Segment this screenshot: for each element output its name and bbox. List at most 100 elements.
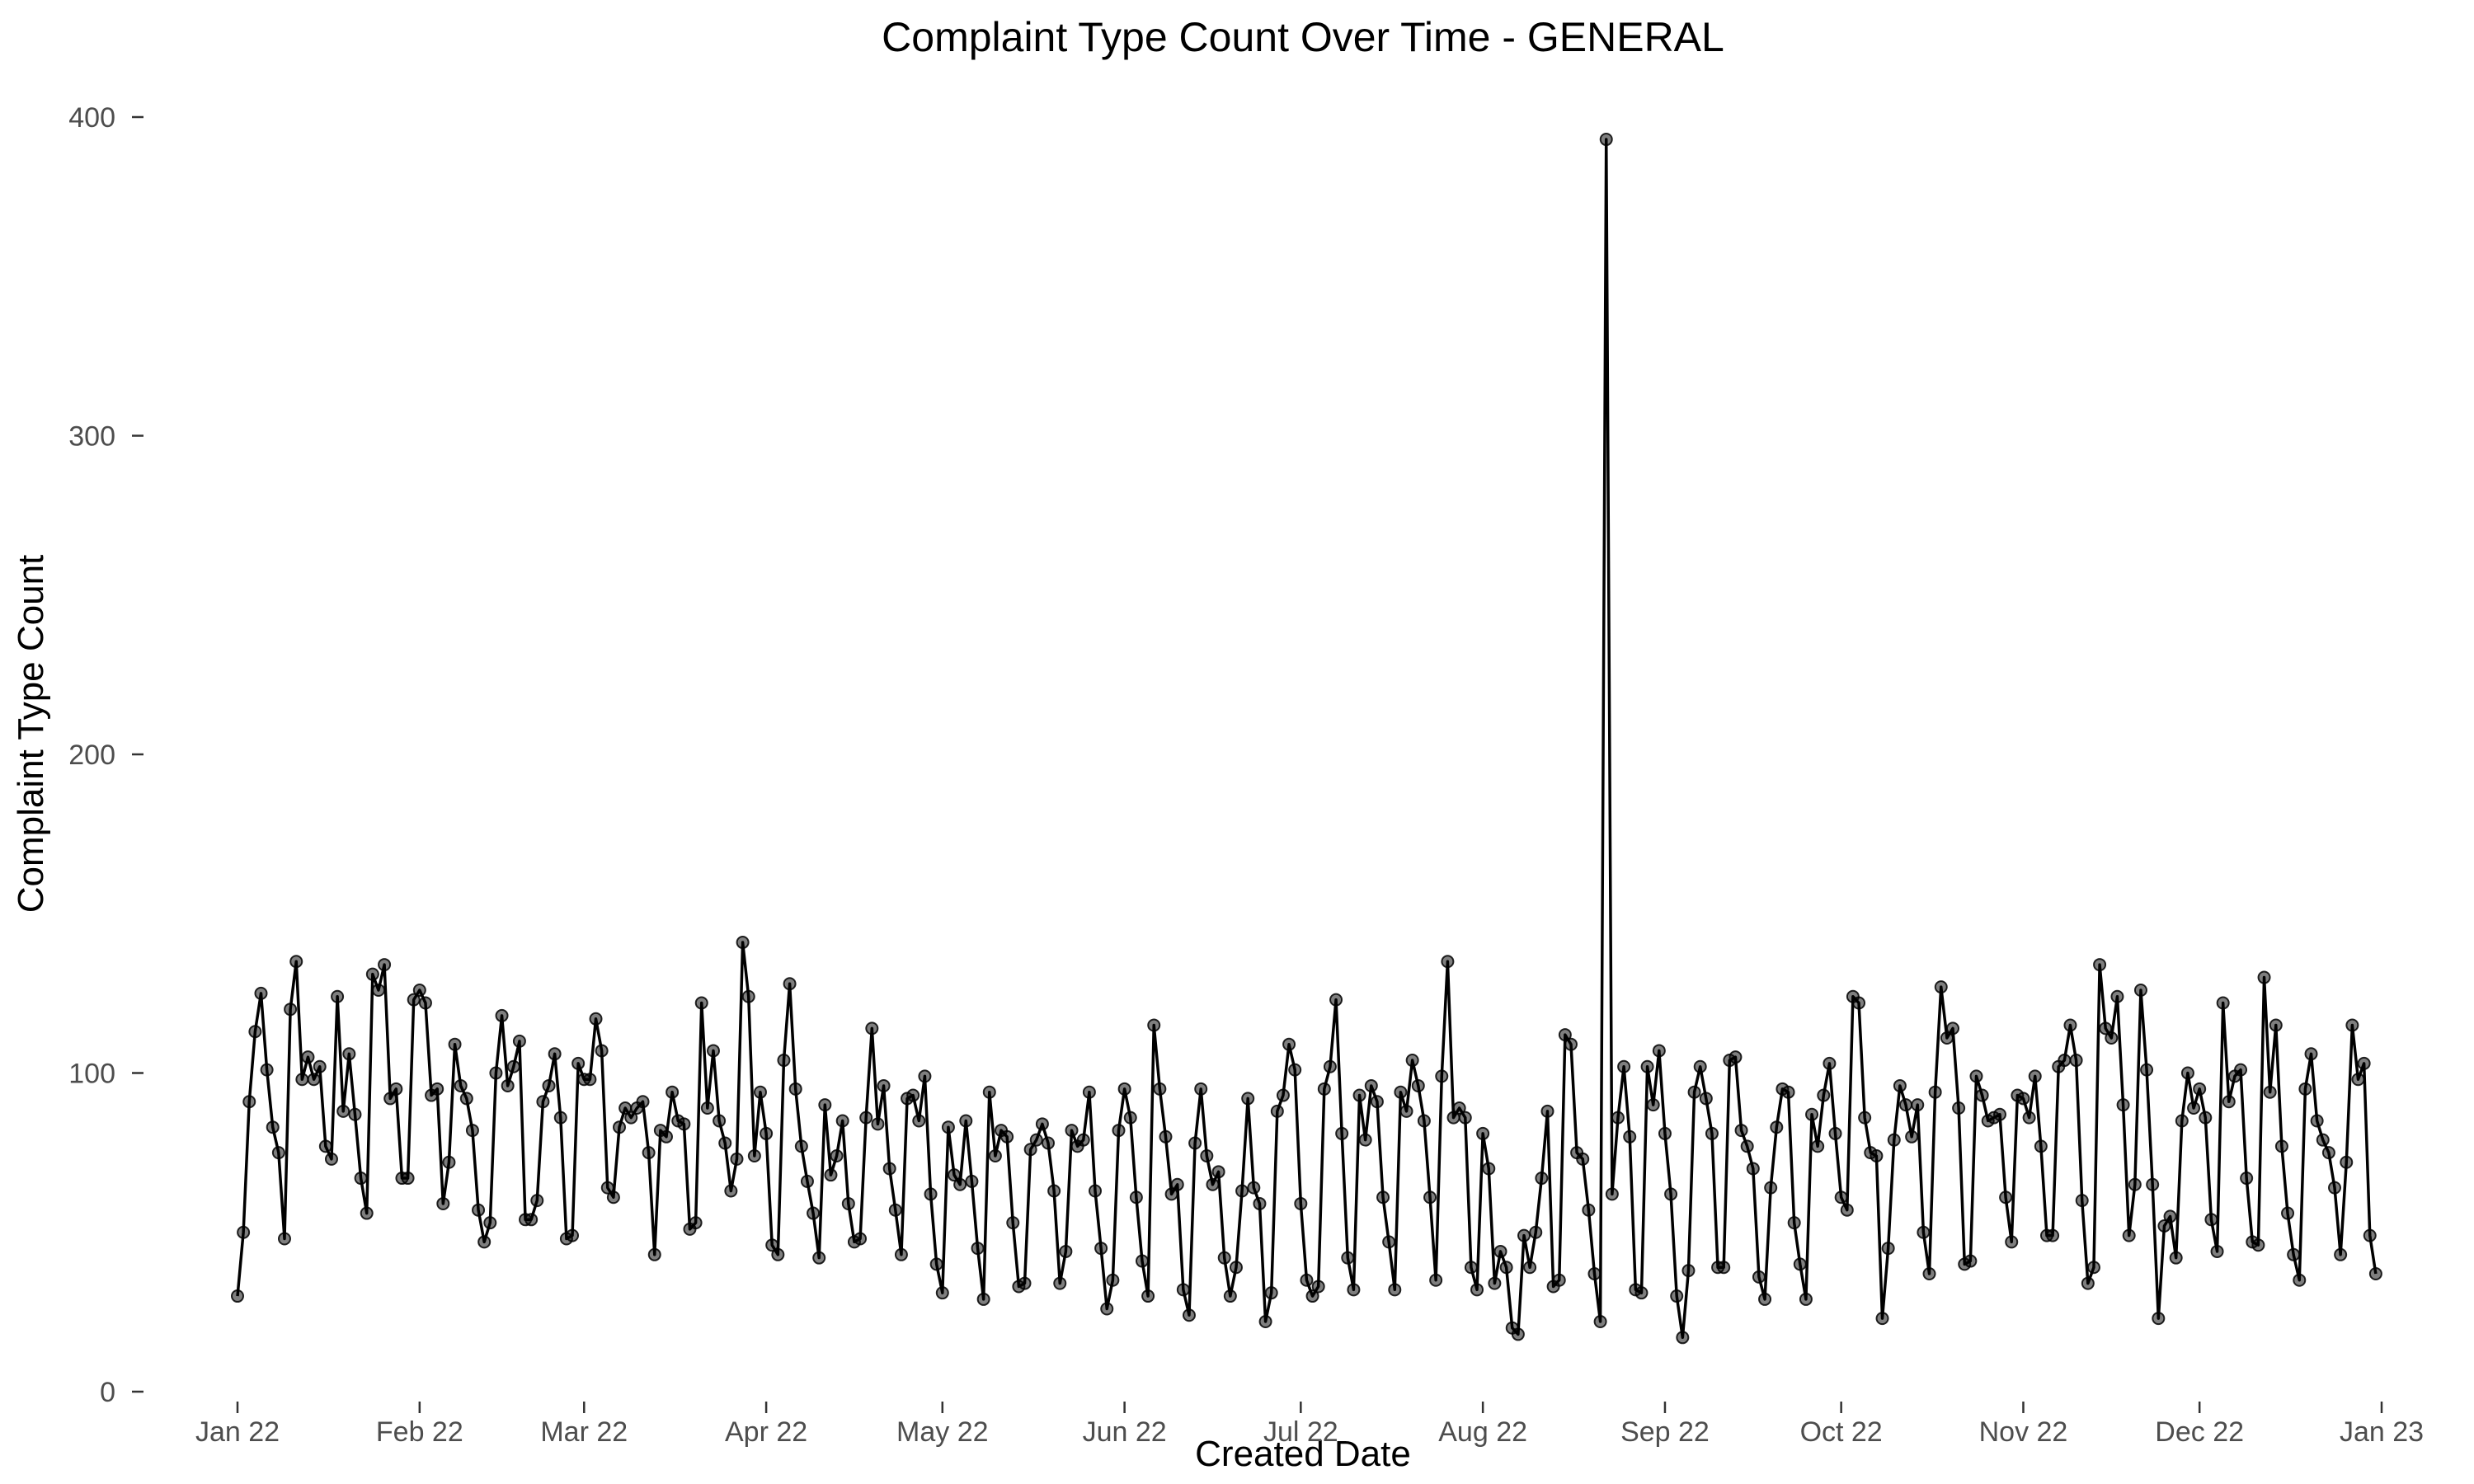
data-point bbox=[1388, 1283, 1402, 1297]
data-point bbox=[959, 1114, 973, 1128]
data-point bbox=[454, 1078, 468, 1092]
data-point bbox=[971, 1242, 985, 1256]
data-point bbox=[1634, 1286, 1649, 1300]
data-point bbox=[1493, 1244, 1507, 1258]
data-point bbox=[965, 1174, 979, 1188]
data-point bbox=[788, 1082, 802, 1096]
data-point bbox=[1576, 1152, 1590, 1166]
data-point bbox=[1035, 1117, 1049, 1131]
data-point bbox=[753, 1085, 767, 1099]
data-point bbox=[1206, 1177, 1220, 1191]
data-point bbox=[818, 1098, 832, 1112]
data-point bbox=[976, 1292, 990, 1306]
data-point bbox=[1323, 1059, 1337, 1073]
data-point bbox=[2005, 1235, 2019, 1249]
data-point bbox=[2334, 1247, 2348, 1261]
data-point bbox=[2298, 1082, 2312, 1096]
data-point bbox=[1875, 1312, 1889, 1326]
data-point bbox=[1047, 1184, 1061, 1198]
data-point bbox=[566, 1228, 580, 1242]
data-point bbox=[459, 1092, 473, 1106]
data-point bbox=[1517, 1228, 1531, 1242]
data-point bbox=[1153, 1082, 1167, 1096]
data-point bbox=[724, 1184, 738, 1198]
data-point bbox=[800, 1174, 814, 1188]
data-point bbox=[1488, 1276, 1502, 1290]
data-point bbox=[1018, 1276, 1032, 1290]
data-point bbox=[2046, 1228, 2060, 1242]
data-point bbox=[854, 1232, 868, 1246]
x-tick-label: Sep 22 bbox=[1620, 1416, 1710, 1448]
data-point bbox=[1123, 1111, 1137, 1125]
data-point bbox=[495, 1008, 509, 1022]
data-point bbox=[2287, 1247, 2301, 1261]
data-point bbox=[1676, 1331, 1690, 1345]
data-point bbox=[777, 1054, 791, 1068]
x-tick-label: Jan 22 bbox=[195, 1416, 280, 1448]
data-point bbox=[354, 1172, 368, 1186]
data-point bbox=[841, 1196, 855, 1210]
data-point bbox=[365, 967, 379, 981]
data-point bbox=[1799, 1292, 1813, 1306]
data-point bbox=[2175, 1114, 2189, 1128]
data-point bbox=[371, 984, 385, 998]
data-point bbox=[1112, 1124, 1126, 1138]
x-tick-label: Mar 22 bbox=[540, 1416, 628, 1448]
data-point bbox=[706, 1044, 720, 1058]
data-point bbox=[1599, 133, 1613, 147]
y-tick-label: 200 bbox=[68, 740, 115, 771]
data-point bbox=[313, 1059, 327, 1073]
data-point bbox=[2180, 1066, 2194, 1080]
data-point bbox=[906, 1088, 920, 1102]
data-point bbox=[988, 1148, 1002, 1162]
data-point bbox=[912, 1114, 926, 1128]
data-point bbox=[524, 1213, 539, 1227]
data-point bbox=[1300, 1273, 1314, 1287]
data-point bbox=[2193, 1082, 2207, 1096]
data-point bbox=[1129, 1190, 1143, 1205]
data-point bbox=[877, 1078, 891, 1092]
x-tick-label: Feb 22 bbox=[376, 1416, 463, 1448]
data-point bbox=[1893, 1078, 1907, 1092]
data-point bbox=[835, 1114, 849, 1128]
data-point bbox=[982, 1085, 996, 1099]
data-point bbox=[1535, 1172, 1549, 1186]
data-point bbox=[2357, 1056, 2371, 1070]
data-point bbox=[694, 996, 708, 1010]
data-point bbox=[2368, 1266, 2382, 1280]
data-point bbox=[2163, 1209, 2177, 1223]
data-point bbox=[1452, 1101, 1466, 1115]
data-point bbox=[1811, 1139, 1825, 1153]
data-point bbox=[1341, 1251, 1355, 1265]
data-point bbox=[307, 1073, 321, 1087]
data-point bbox=[1670, 1289, 1684, 1303]
data-point bbox=[1834, 1190, 1848, 1205]
x-tick-label: Jan 23 bbox=[2340, 1416, 2424, 1448]
data-point bbox=[865, 1021, 879, 1036]
data-point bbox=[642, 1146, 656, 1160]
data-point bbox=[2351, 1073, 2365, 1087]
data-point bbox=[2328, 1181, 2342, 1195]
data-point bbox=[2146, 1177, 2160, 1191]
data-point bbox=[401, 1172, 415, 1186]
data-point bbox=[1100, 1302, 1114, 1316]
data-point bbox=[2169, 1251, 2183, 1265]
data-point bbox=[1170, 1177, 1184, 1191]
data-point bbox=[542, 1078, 556, 1092]
data-point bbox=[1946, 1021, 1959, 1036]
data-point bbox=[812, 1251, 826, 1265]
data-point bbox=[1805, 1107, 1819, 1121]
data-point bbox=[1194, 1082, 1208, 1096]
data-point bbox=[1458, 1111, 1472, 1125]
data-point bbox=[2075, 1194, 2089, 1208]
data-point bbox=[1106, 1273, 1120, 1287]
data-point bbox=[512, 1034, 526, 1048]
data-point bbox=[266, 1120, 280, 1134]
data-point bbox=[407, 993, 421, 1007]
data-point bbox=[1969, 1069, 1983, 1083]
data-point bbox=[2058, 1054, 2072, 1068]
data-point bbox=[1000, 1129, 1014, 1144]
data-point bbox=[948, 1168, 962, 1182]
data-point bbox=[571, 1056, 586, 1070]
data-point bbox=[2016, 1092, 2030, 1106]
